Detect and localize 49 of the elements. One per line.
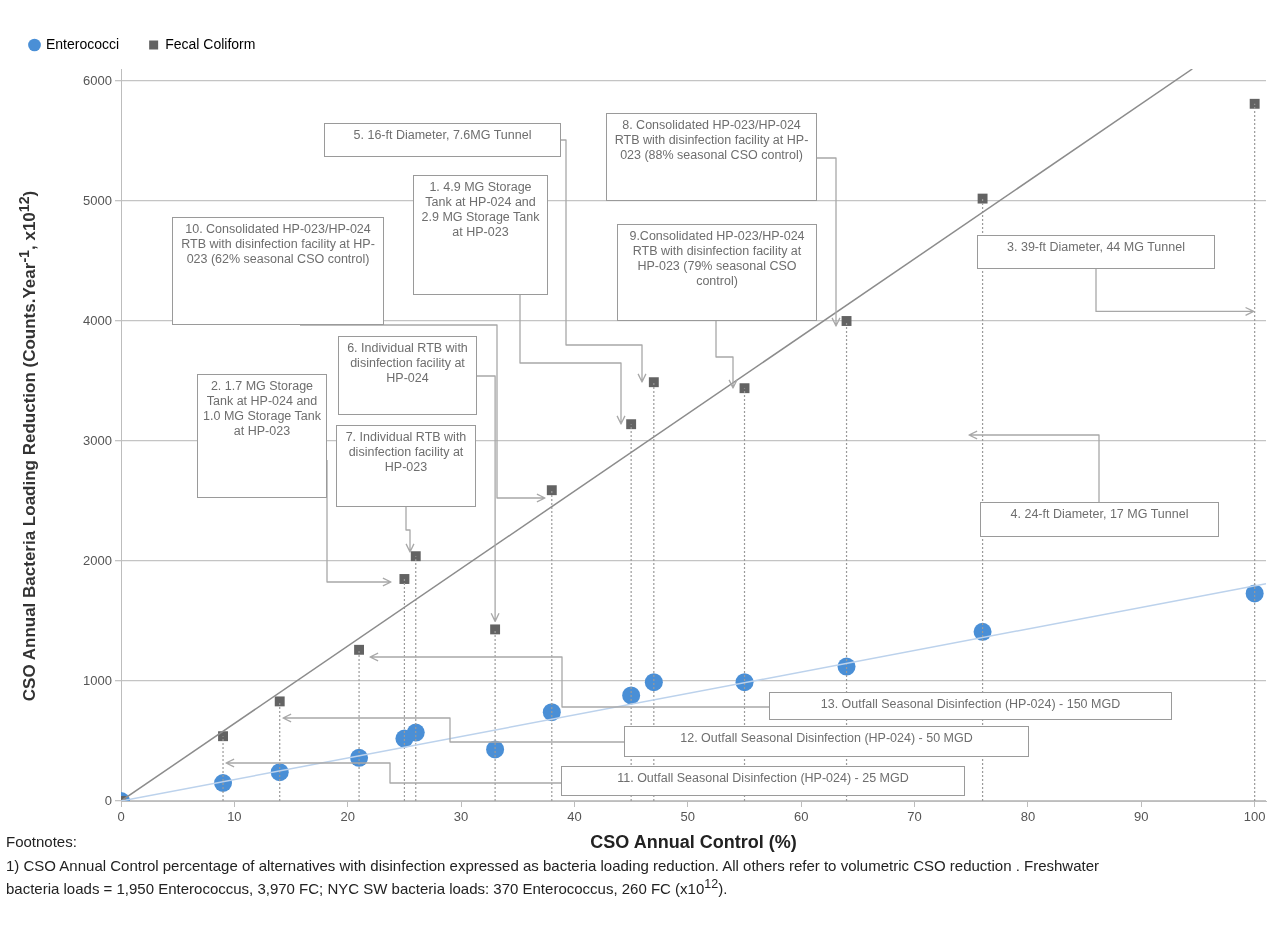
note-box: 12. Outfall Seasonal Disinfection (HP-024) - 50 MGD	[624, 726, 1029, 757]
point	[626, 419, 637, 430]
x-tick-label: 70	[907, 809, 922, 825]
note-box: 9.Consolidated HP-023/HP-024 RTB with disinfection facility at HP-023 (79% seasonal CSO control)	[617, 224, 817, 321]
y-tick-label: 2000	[83, 552, 112, 568]
point	[648, 377, 659, 388]
note-box: 10. Consolidated HP-023/HP-024 RTB with disinfection facility at HP-023 (62% seasonal CSO control)	[172, 217, 384, 325]
point	[354, 644, 365, 655]
point	[406, 723, 425, 742]
y-tick-label: 3000	[83, 432, 112, 448]
note-box: 4. 24-ft Diameter, 17 MG Tunnel	[980, 502, 1219, 537]
text: 1) CSO Annual Control percentage of alternatives with disinfection expressed as bacteria loading reduction. All others refer to volumetric CSO reduction . Freshwater bacteria loads = 1,950 Enterococcus, 3,970 FC; NYC SW bacteria loads: 370 Enterococcus, 260 FC (x10$^{12}$).	[6, 856, 1101, 898]
x-axis-title: CSO Annual Control (%)	[590, 832, 797, 853]
y-tick-label: 0	[104, 792, 112, 808]
point	[841, 316, 852, 326]
legend-label: Enterococci	[46, 35, 120, 52]
x-tick-label: 0	[117, 809, 125, 825]
note-box: 13. Outfall Seasonal Disinfection (HP-024) - 150 MGD	[769, 692, 1172, 720]
note-box: 6. Individual RTB with disinfection facility at HP-024	[338, 336, 477, 415]
x-tick-label: 50	[680, 809, 696, 825]
x-tick-label: 40	[567, 809, 582, 825]
x-tick-label: 100	[1243, 809, 1266, 825]
text: Footnotes:	[6, 833, 77, 850]
note-box: 7. Individual RTB with disinfection facility at HP-023	[336, 425, 476, 507]
note-box: 2. 1.7 MG Storage Tank at HP-024 and 1.0 MG Storage Tank at HP-023	[197, 374, 327, 498]
point	[644, 673, 663, 692]
point	[1249, 98, 1260, 109]
y-tick-label: 1000	[83, 672, 112, 688]
x-tick-label: 30	[453, 809, 469, 825]
point	[274, 696, 285, 707]
x-tick-label: 80	[1020, 809, 1036, 825]
note-box: 1. 4.9 MG Storage Tank at HP-024 and 2.9 MG Storage Tank at HP-023	[413, 175, 548, 295]
point	[399, 574, 410, 584]
note-box: 8. Consolidated HP-023/HP-024 RTB with disinfection facility at HP-023 (88% seasonal CSO control)	[606, 113, 817, 201]
y-tick-label: 5000	[83, 192, 112, 208]
note-box: 3. 39-ft Diameter, 44 MG Tunnel	[977, 235, 1215, 269]
point	[546, 485, 557, 496]
legend-label: Fecal Coliform	[165, 35, 256, 52]
y-tick-label: 4000	[83, 312, 112, 328]
x-tick-label: 90	[1134, 809, 1149, 825]
point	[490, 624, 501, 635]
x-tick-label: 10	[227, 809, 242, 825]
x-tick-label: 60	[793, 809, 809, 825]
point	[977, 193, 988, 204]
point	[410, 551, 421, 562]
y-tick-label: 6000	[83, 72, 112, 88]
note-box: 11. Outfall Seasonal Disinfection (HP-024) - 25 MGD	[561, 766, 965, 796]
note-box: 5. 16-ft Diameter, 7.6MG Tunnel	[324, 123, 561, 157]
x-tick-label: 20	[340, 809, 355, 825]
